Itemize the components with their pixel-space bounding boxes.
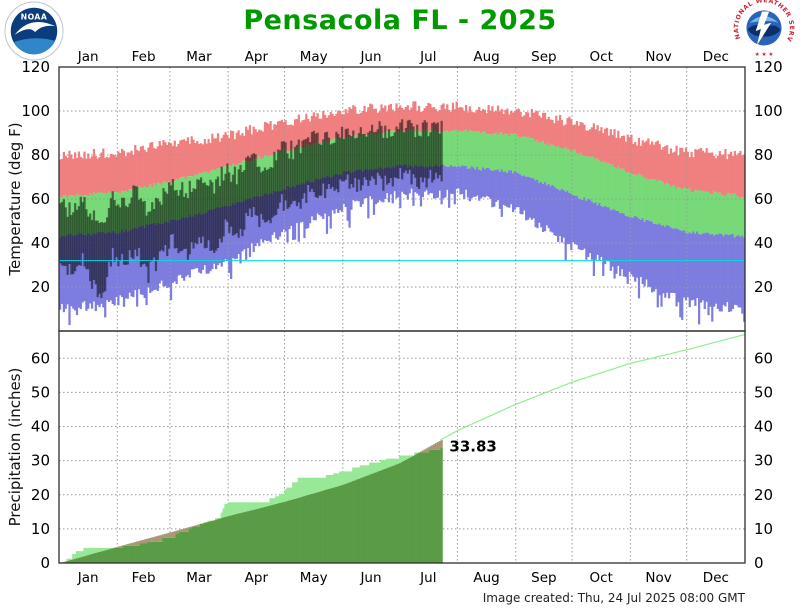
- noaa-seagull-icon: [14, 21, 56, 35]
- y-tick-label: 20: [31, 278, 50, 296]
- month-label: Apr: [245, 570, 269, 586]
- y-tick-label: 0: [754, 554, 764, 572]
- y-tick-label: 10: [754, 520, 773, 538]
- month-label: May: [300, 570, 328, 586]
- page-title: Pensacola FL - 2025: [243, 5, 557, 36]
- y-tick-label: 30: [31, 452, 50, 470]
- month-label: Mar: [186, 570, 212, 586]
- y-tick-label: 80: [754, 146, 773, 164]
- y-tick-label: 20: [754, 278, 773, 296]
- month-label: Feb: [132, 49, 156, 65]
- y-tick-label: 120: [754, 58, 783, 76]
- month-label: Jul: [419, 570, 436, 586]
- y-tick-label: 40: [754, 234, 773, 252]
- month-label: Jun: [359, 49, 381, 65]
- month-label: Nov: [645, 570, 671, 586]
- temperature-chart: [58, 66, 746, 332]
- month-label: Aug: [473, 49, 499, 65]
- temperature-ytick-labels: 20 20 40 40 60 60 80 80 100 100 120 120: [21, 58, 782, 296]
- precip-total-label: 33.83: [449, 438, 496, 456]
- precipitation-ytick-labels: 0 0 10 10 20 20 30 30 40 40 50 50 60 60: [31, 349, 773, 572]
- y-tick-label: 60: [31, 349, 50, 367]
- nws-logo-svg: NATIONAL WEATHER SERVICE ★ ★ ★: [729, 0, 795, 59]
- y-tick-label: 0: [40, 554, 50, 572]
- month-label: Sep: [531, 570, 556, 586]
- month-label: May: [300, 49, 328, 65]
- y-tick-label: 60: [754, 190, 773, 208]
- month-label: Oct: [590, 570, 613, 586]
- y-tick-label: 100: [21, 102, 50, 120]
- month-label: Jan: [77, 49, 99, 65]
- nws-stars: ★ ★ ★: [755, 51, 774, 58]
- y-tick-label: 60: [31, 190, 50, 208]
- y-tick-label: 80: [31, 146, 50, 164]
- precipitation-plot-border: [58, 330, 746, 564]
- month-label: Nov: [645, 49, 671, 65]
- y-tick-label: 10: [31, 520, 50, 538]
- y-tick-label: 30: [754, 452, 773, 470]
- month-label: Dec: [703, 49, 729, 65]
- y-tick-label: 20: [31, 486, 50, 504]
- y-tick-label: 50: [754, 383, 773, 401]
- month-label: Feb: [132, 570, 156, 586]
- image-created-caption: Image created: Thu, 24 Jul 2025 08:00 GM…: [482, 591, 745, 605]
- month-label: Mar: [186, 49, 212, 65]
- observed-temperature-bars: [59, 119, 443, 299]
- y-tick-label: 40: [31, 418, 50, 436]
- y-tick-label: 40: [31, 234, 50, 252]
- month-label: Apr: [245, 49, 269, 65]
- month-labels-top: Jan Feb Mar Apr May Jun Jul Aug Sep Oct Nov Dec: [77, 49, 729, 65]
- month-label: Jun: [359, 570, 381, 586]
- temperature-axis-title: Temperature (deg F): [6, 122, 24, 276]
- nws-lightning-icon: [755, 11, 772, 46]
- noaa-logo-text: NOAA: [21, 12, 48, 21]
- noaa-logo-svg: NOAA: [4, 1, 64, 61]
- month-label: Dec: [703, 570, 729, 586]
- precip-normal-line: [440, 333, 746, 441]
- month-label: Oct: [590, 49, 613, 65]
- precip-observed-area: [60, 440, 443, 563]
- y-tick-label: 120: [21, 58, 50, 76]
- month-labels-bottom: Jan Feb Mar Apr May Jun Jul Aug Sep Oct Nov Dec: [77, 570, 729, 586]
- precipitation-chart: 33.83: [58, 330, 746, 564]
- y-tick-label: 100: [754, 102, 783, 120]
- month-label: Jan: [77, 570, 99, 586]
- month-label: Aug: [473, 570, 499, 586]
- y-tick-label: 60: [754, 349, 773, 367]
- precipitation-axis-title: Precipitation (inches): [6, 367, 24, 527]
- y-tick-label: 20: [754, 486, 773, 504]
- y-tick-label: 50: [31, 383, 50, 401]
- nws-logo: NATIONAL WEATHER SERVICE ★ ★ ★: [729, 0, 796, 61]
- noaa-logo: NOAA: [4, 1, 64, 61]
- month-label: Jul: [419, 49, 436, 65]
- month-label: Sep: [531, 49, 556, 65]
- y-tick-label: 40: [754, 418, 773, 436]
